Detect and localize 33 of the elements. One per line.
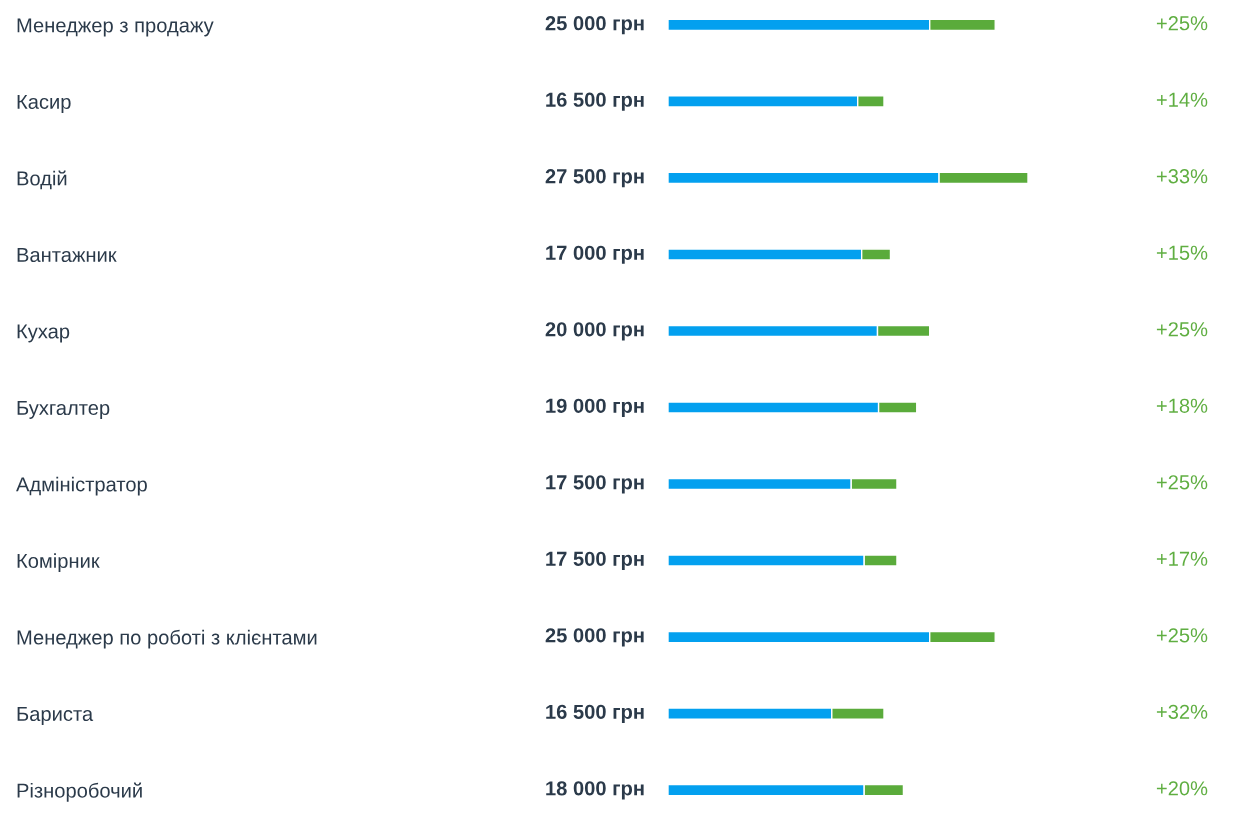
text: +33% xyxy=(1156,169,1208,184)
text: 25 000 грн xyxy=(545,16,644,35)
text: 17 500 грн xyxy=(546,475,644,494)
y-tick-label: Менеджер з продажу xyxy=(17,18,214,37)
y-tick-label: Вантажник xyxy=(17,247,117,262)
y-tick-label: Адміністратор xyxy=(16,476,147,496)
text: +14% xyxy=(1156,92,1208,107)
text: +18% xyxy=(1156,398,1208,413)
y-tick-label: Різноробочий xyxy=(17,782,142,802)
text: +25% xyxy=(1156,16,1208,31)
y-tick-label: Бухгалтер xyxy=(17,400,110,419)
text: +15% xyxy=(1156,245,1208,260)
y-tick-label: Комірник xyxy=(17,553,100,572)
text: 20 000 грн xyxy=(545,322,644,341)
text: +17% xyxy=(1156,551,1208,566)
text: +25% xyxy=(1156,628,1208,643)
text: 27 500 грн xyxy=(545,169,644,188)
text: +25% xyxy=(1156,475,1208,490)
text: 25 000 грн xyxy=(545,628,644,647)
text: 16 500 грн xyxy=(546,92,644,111)
text: 18 000 грн xyxy=(546,781,644,800)
text: 17 000 грн xyxy=(546,245,644,264)
text: 16 500 грн xyxy=(546,704,644,723)
text: +25% xyxy=(1156,322,1208,337)
text: 19 000 грн xyxy=(546,398,644,417)
y-tick-label: Менеджер по роботі з клієнтами xyxy=(17,629,317,649)
y-tick-label: Кухар xyxy=(17,324,70,343)
text: +32% xyxy=(1156,704,1208,719)
text: 17 500 грн xyxy=(546,551,644,570)
y-tick-label: Водій xyxy=(17,170,67,190)
y-tick-label: Касир xyxy=(17,94,71,113)
y-tick-label: Бариста xyxy=(17,706,94,726)
text: +20% xyxy=(1156,781,1208,796)
